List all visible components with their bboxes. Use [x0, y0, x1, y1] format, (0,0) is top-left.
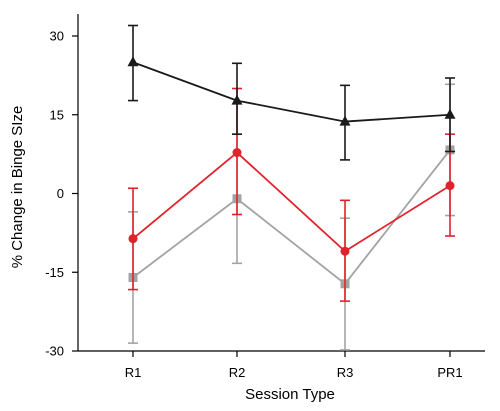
- data-point-triangle: [444, 108, 456, 119]
- data-point-circle: [128, 234, 138, 244]
- series-square: [128, 83, 455, 351]
- x-tick-label: R1: [125, 365, 142, 380]
- y-tick-label: -30: [45, 344, 64, 359]
- y-tick-label: 30: [50, 29, 64, 44]
- y-tick-label: -15: [45, 265, 64, 280]
- y-ticks: 30 15 0 -15 -30: [45, 29, 78, 359]
- series-line: [132, 61, 451, 123]
- x-tick-label: R3: [337, 365, 354, 380]
- data-point-circle: [232, 148, 242, 158]
- x-tick-label: PR1: [437, 365, 462, 380]
- axes: [77, 14, 485, 352]
- data-point-triangle: [127, 56, 139, 67]
- series-layer: [127, 24, 456, 351]
- series-circle: [128, 87, 455, 302]
- series-line: [132, 149, 451, 286]
- series-line: [132, 151, 451, 253]
- data-point-circle: [340, 246, 350, 256]
- y-tick-label: 15: [50, 107, 64, 122]
- y-tick-label: 0: [57, 186, 64, 201]
- data-point-triangle: [231, 94, 243, 105]
- x-ticks: R1 R2 R3 PR1: [125, 351, 463, 380]
- data-point-circle: [445, 181, 455, 191]
- data-point-triangle: [339, 115, 351, 126]
- x-axis-title: Session Type: [245, 386, 335, 403]
- y-axis-title: % Change in Binge SIze: [9, 106, 26, 269]
- series-triangle: [127, 24, 456, 161]
- x-tick-label: R2: [229, 365, 246, 380]
